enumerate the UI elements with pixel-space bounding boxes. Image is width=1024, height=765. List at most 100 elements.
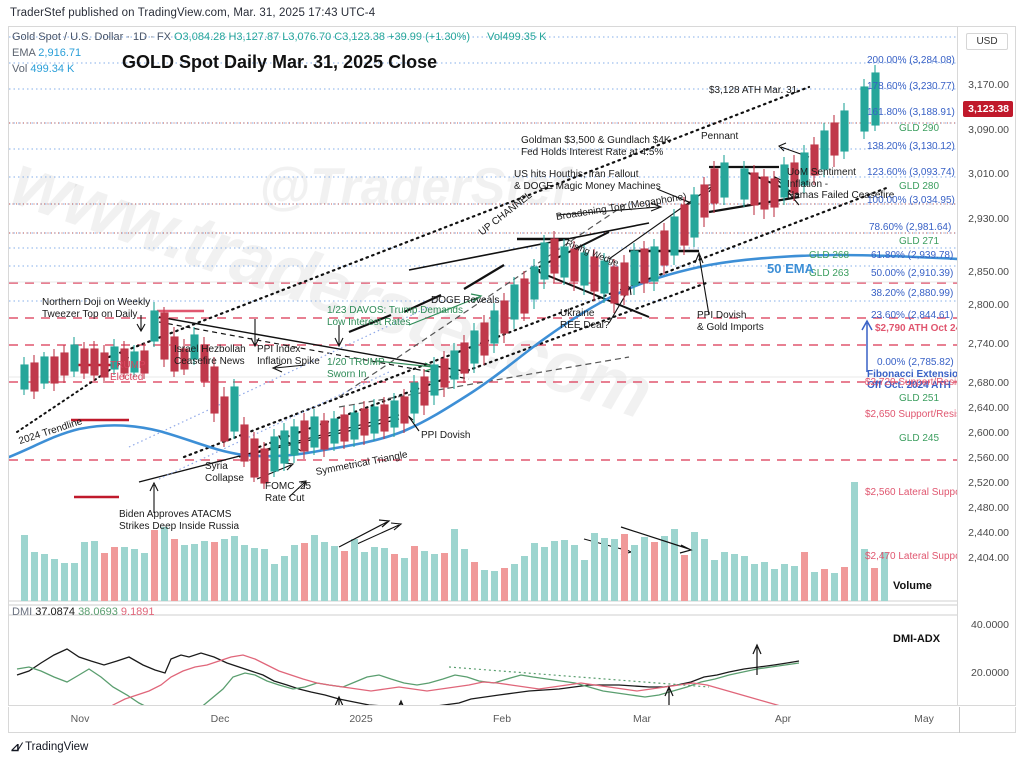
price-chart-panel[interactable]: www.traderstef.com @TraderStef xyxy=(8,26,958,706)
fib-label-13820: 138.20% (3,130.12) xyxy=(867,141,955,152)
legend-ema-label: EMA xyxy=(12,47,36,59)
annotation-ppi-dovish-gold-imports: PPI Dovish & Gold Imports xyxy=(697,310,764,333)
price-tick: 2,850.00 xyxy=(968,266,1009,278)
volume-bars xyxy=(21,482,888,601)
annotation-trump-sworn-in: 1/20 TRUMP Sworn In xyxy=(327,357,385,380)
support-label-2470: $2,470 Lateral Support xyxy=(865,551,958,562)
time-tick: Feb xyxy=(492,713,512,725)
fib-label-6180: 61.80% (2,939.78) xyxy=(871,250,954,261)
annotation-northern-doji: Northern Doji on Weekly Tweezer Top on D… xyxy=(42,297,151,320)
dmi-tick: 40.0000 xyxy=(971,619,1009,631)
annotation-houthis-doge: US hits Houthis, Iran Fallout & DOGE Mag… xyxy=(514,169,661,192)
price-tick: 3,090.00 xyxy=(968,124,1009,136)
legend-volume-inline: Vol499.35 K xyxy=(487,31,547,43)
tradingview-logo-icon: ⊿⁄ xyxy=(10,740,21,754)
legend-low: L3,076.70 xyxy=(282,31,332,43)
legend-vol-label: Vol xyxy=(12,63,28,75)
fib-label-2360: 23.60% (2,844.61) xyxy=(871,310,954,321)
support-label-2650: $2,650 Support/Resist xyxy=(865,409,958,420)
support-label-2790: $2,790 ATH Oct 24 xyxy=(875,323,958,334)
price-tick: 2,404.00 xyxy=(968,552,1009,564)
time-axis-divider xyxy=(959,707,960,733)
support-label-2560: $2,560 Lateral Support xyxy=(865,487,958,498)
annotation-ppi-dovish: PPI Dovish xyxy=(421,430,471,441)
fib-label-12360: 123.60% (3,093.74) xyxy=(867,167,955,178)
gld-label-268: GLD 268 xyxy=(809,250,850,261)
candlestick-series xyxy=(20,65,880,489)
dmi-di-minus-value: 9.1891 xyxy=(120,606,155,618)
footer: ⊿⁄ TradingView xyxy=(10,740,88,754)
annotation-2024-trendline: 2024 Trendline xyxy=(17,416,84,448)
legend-open: O3,084.28 xyxy=(174,31,226,43)
dmi-di-plus-value: 38.0693 xyxy=(78,606,118,618)
support-label-2720: $2,720 Support/Resist xyxy=(865,377,958,388)
legend-change: +39.99 (+1.30%) xyxy=(388,31,471,43)
annotation-goldman-gundlach: Goldman $3,500 & Gundlach $4K Fed Holds … xyxy=(521,135,671,158)
time-axis[interactable]: Nov Dec 2025 Feb Mar Apr May xyxy=(8,707,1016,733)
page-title: GOLD Spot Daily Mar. 31, 2025 Close xyxy=(122,52,438,72)
currency-badge[interactable]: USD xyxy=(966,33,1008,50)
fib-label-100: 100.00% (3,034.95) xyxy=(867,195,955,206)
dmi-legend: DMI 37.0874 38.0693 9.1891 xyxy=(12,606,155,618)
time-tick: 2025 xyxy=(349,713,373,725)
gld-label-280: GLD 280 xyxy=(899,181,940,192)
annotation-up-channel: UP CHANNEL xyxy=(476,189,535,239)
price-tick: 2,560.00 xyxy=(968,452,1009,464)
publisher-line: TraderStef published on TradingView.com,… xyxy=(10,7,376,19)
annotation-rising-wedge: Rising Wedge xyxy=(564,237,621,269)
gld-label-245: GLD 245 xyxy=(899,433,940,444)
annotation-ppi-index-spike: PPI Index Inflation Spike xyxy=(257,344,320,367)
dmi-tick: 20.0000 xyxy=(971,667,1009,679)
price-tick: 2,600.00 xyxy=(968,427,1009,439)
annotation-trump-elected: TRUMP Elected xyxy=(110,360,146,383)
legend-close: C3,123.38 xyxy=(334,31,386,43)
annotation-broadening-top: Broadening Top (Megaphone) xyxy=(555,191,688,224)
last-price-badge: 3,123.38 xyxy=(963,101,1013,117)
fib-label-200: 200.00% (3,284.08) xyxy=(867,55,955,66)
gld-label-290: GLD 290 xyxy=(899,123,940,134)
volume-panel-tag: Volume xyxy=(893,580,932,592)
chart-overlay-layer xyxy=(9,36,957,705)
dmi-legend-label: DMI xyxy=(12,606,33,618)
annotation-biden-atacms: Biden Approves ATACMS Strikes Deep Insid… xyxy=(119,509,240,532)
fib-label-7860: 78.60% (2,981.64) xyxy=(869,222,952,233)
dmi-adx-lines xyxy=(16,648,800,705)
price-tick: 3,170.00 xyxy=(968,79,1009,91)
price-tick: 2,930.00 xyxy=(968,213,1009,225)
price-tick: 3,010.00 xyxy=(968,168,1009,180)
legend-ema-value: 2,916.71 xyxy=(38,47,82,59)
annotation-symmetrical-triangle: Symmetrical Triangle xyxy=(314,449,409,479)
price-tick: 2,740.00 xyxy=(968,338,1009,350)
gld-label-271: GLD 271 xyxy=(899,236,940,247)
fib-label-50: 50.00% (2,910.39) xyxy=(871,268,954,279)
price-tick: 2,440.00 xyxy=(968,527,1009,539)
annotation-syria-collapse: Syria Collapse xyxy=(205,461,244,484)
price-tick: 2,640.00 xyxy=(968,402,1009,414)
annotation-pennant: Pennant xyxy=(701,131,739,142)
legend-symbol[interactable]: Gold Spot / U.S. Dollar · 1D · FX xyxy=(12,31,171,43)
ema-tag: 50 EMA xyxy=(767,261,814,276)
annotation-ath: $3,128 ATH Mar. 31 xyxy=(709,85,798,96)
gld-label-263: GLD 263 xyxy=(809,268,850,279)
fib-label-3820: 38.20% (2,880.99) xyxy=(871,288,954,299)
time-tick: May xyxy=(914,713,934,725)
annotation-fomc-rate-cut: FOMC .25 Rate Cut xyxy=(265,481,312,504)
legend-vol-value: 499.34 K xyxy=(30,63,75,75)
time-tick: Dec xyxy=(210,713,230,725)
time-tick: Apr xyxy=(774,713,792,725)
time-tick: Nov xyxy=(70,713,90,725)
footer-brand[interactable]: TradingView xyxy=(25,741,89,753)
dmi-adx-value: 37.0874 xyxy=(35,606,75,618)
annotation-ukraine-ree: Ukraine REE Deal? xyxy=(560,308,610,331)
price-tick: 2,480.00 xyxy=(968,502,1009,514)
fib-label-16180: 161.80% (3,188.91) xyxy=(867,107,955,118)
price-axis[interactable]: USD 3,170.00 3,123.38 3,090.00 3,010.00 … xyxy=(958,26,1016,706)
legend-high: H3,127.87 xyxy=(228,31,280,43)
price-tick: 2,800.00 xyxy=(968,299,1009,311)
price-tick: 2,520.00 xyxy=(968,477,1009,489)
dmi-panel-tag: DMI-ADX xyxy=(893,633,941,645)
fib-label-0: 0.00% (2,785.82) xyxy=(877,357,954,368)
fib-label-17860: 178.60% (3,230.77) xyxy=(867,81,955,92)
price-tick: 2,680.00 xyxy=(968,377,1009,389)
